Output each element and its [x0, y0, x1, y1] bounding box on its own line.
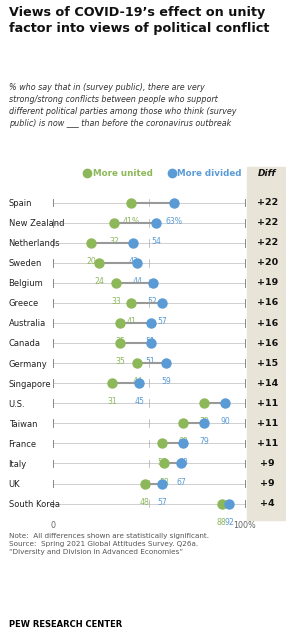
Text: +11: +11 [257, 419, 278, 428]
Text: Belgium: Belgium [9, 279, 43, 288]
Text: +22: +22 [257, 238, 278, 247]
Text: 41: 41 [126, 317, 136, 326]
Text: 24: 24 [94, 277, 104, 286]
Text: Diff: Diff [258, 169, 277, 178]
Text: 79: 79 [199, 437, 209, 446]
Text: 58: 58 [159, 478, 169, 487]
Text: More divided: More divided [177, 169, 242, 178]
Text: More united: More united [93, 169, 153, 178]
Text: Sweden: Sweden [9, 259, 42, 268]
Text: +22: +22 [257, 218, 278, 227]
Text: 63%: 63% [165, 217, 182, 226]
Text: +16: +16 [257, 338, 278, 347]
Text: Netherlands: Netherlands [9, 239, 60, 248]
Text: U.S.: U.S. [9, 399, 25, 409]
Text: PEW RESEARCH CENTER: PEW RESEARCH CENTER [9, 620, 122, 629]
Text: 44: 44 [132, 277, 142, 286]
Text: 20: 20 [86, 257, 96, 266]
Text: 68: 68 [178, 437, 188, 446]
Text: Australia: Australia [9, 320, 46, 329]
Text: +11: +11 [257, 439, 278, 448]
Text: 42: 42 [128, 257, 138, 266]
Text: 32: 32 [109, 237, 119, 246]
Text: +4: +4 [260, 499, 275, 508]
Text: +16: +16 [257, 299, 278, 308]
Text: +15: +15 [257, 359, 278, 368]
Text: 90: 90 [221, 417, 230, 426]
Text: 33: 33 [111, 297, 121, 306]
Text: France: France [9, 440, 37, 449]
Text: +16: +16 [257, 318, 278, 327]
Text: Italy: Italy [9, 460, 27, 469]
Text: % who say that in (survey public), there are very
strong/strong conflicts betwee: % who say that in (survey public), there… [9, 83, 236, 128]
Text: 35: 35 [115, 337, 125, 346]
Text: +19: +19 [257, 279, 278, 288]
Text: 35: 35 [115, 357, 125, 366]
Text: 54: 54 [152, 237, 161, 246]
Text: +20: +20 [257, 258, 278, 267]
Text: 31: 31 [107, 397, 117, 406]
Text: Germany: Germany [9, 360, 47, 369]
Text: 41%: 41% [123, 217, 140, 226]
Text: South Korea: South Korea [9, 500, 59, 509]
Text: 67: 67 [176, 478, 186, 487]
Text: 45: 45 [134, 397, 144, 406]
Text: Spain: Spain [9, 199, 32, 208]
Text: 92: 92 [224, 517, 234, 526]
Text: 48: 48 [140, 498, 150, 507]
Text: +22: +22 [257, 198, 278, 207]
Text: 79: 79 [199, 417, 209, 426]
Text: Taiwan: Taiwan [9, 420, 37, 429]
Text: 59: 59 [161, 377, 171, 386]
Text: 68: 68 [178, 458, 188, 467]
Text: 88: 88 [217, 517, 227, 526]
Text: 57: 57 [157, 317, 167, 326]
Text: Greece: Greece [9, 299, 39, 308]
Text: 0: 0 [50, 521, 55, 530]
Text: 51: 51 [146, 357, 156, 366]
Text: 51: 51 [146, 337, 156, 346]
Text: New Zealand: New Zealand [9, 219, 64, 228]
Text: +11: +11 [257, 399, 278, 408]
Text: +14: +14 [257, 379, 278, 388]
Text: Note:  All differences shown are statistically significant.
Source:  Spring 2021: Note: All differences shown are statisti… [9, 533, 208, 555]
Text: 44: 44 [132, 377, 142, 386]
Text: +9: +9 [260, 479, 275, 488]
Text: 52: 52 [148, 297, 157, 306]
Text: 57: 57 [157, 458, 167, 467]
Text: UK: UK [9, 480, 20, 489]
Text: Canada: Canada [9, 340, 41, 349]
Bar [247, 167, 286, 520]
Text: +9: +9 [260, 459, 275, 468]
Text: Singapore: Singapore [9, 379, 51, 388]
Text: Views of COVID-19’s effect on unity
factor into views of political conflict: Views of COVID-19’s effect on unity fact… [9, 6, 269, 35]
Text: 100%: 100% [233, 521, 256, 530]
Text: 57: 57 [157, 498, 167, 507]
